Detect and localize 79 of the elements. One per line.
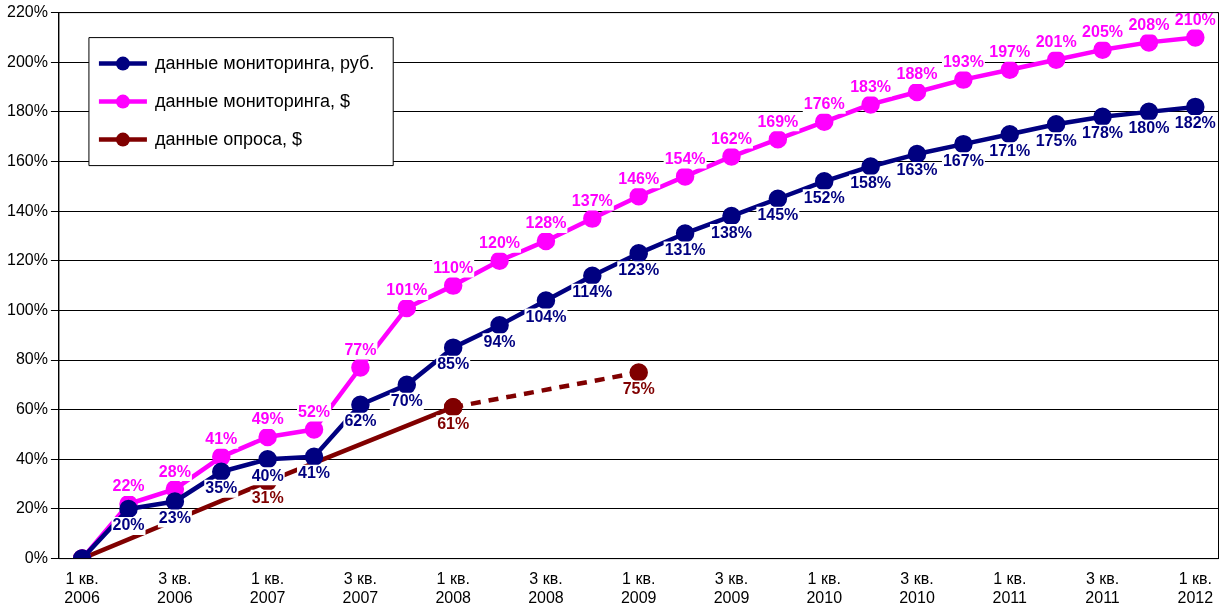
data-label: 183% <box>850 77 892 95</box>
y-tick-label: 120% <box>7 251 48 269</box>
data-label: 128% <box>525 214 567 232</box>
y-tick-label: 180% <box>7 102 48 120</box>
data-label: 131% <box>664 240 706 258</box>
data-label: 145% <box>757 206 799 224</box>
data-label: 197% <box>989 43 1031 61</box>
data-label: 178% <box>1082 124 1123 142</box>
data-label: 201% <box>1035 33 1077 51</box>
data-label: 62% <box>344 412 377 430</box>
data-label: 61% <box>437 414 470 432</box>
x-tick-label: 3 кв. 2011 <box>1085 569 1120 606</box>
data-label: 114% <box>572 283 613 301</box>
data-label: 193% <box>942 53 984 71</box>
data-label: 123% <box>618 260 660 278</box>
data-label: 154% <box>664 149 706 167</box>
data-label: 175% <box>1035 131 1077 149</box>
data-label: 188% <box>896 65 938 83</box>
data-label: 31% <box>251 489 284 507</box>
data-label: 40% <box>251 466 284 484</box>
y-tick-label: 220% <box>7 3 48 21</box>
data-label: 176% <box>803 95 845 113</box>
x-tick-label: 3 кв. 2009 <box>713 569 750 606</box>
data-label: 138% <box>711 223 752 241</box>
data-label: 120% <box>479 234 521 252</box>
data-label: 75% <box>622 379 655 397</box>
x-tick-label: 3 кв. 2006 <box>157 569 193 606</box>
y-tick-label: 80% <box>15 350 48 368</box>
x-tick-label: 1 кв. 2009 <box>620 569 657 606</box>
data-label: 158% <box>850 173 892 191</box>
data-label: 171% <box>989 141 1031 159</box>
data-label: 163% <box>896 161 938 179</box>
data-label: 180% <box>1128 119 1170 137</box>
data-label: 41% <box>298 464 331 482</box>
y-tick-label: 140% <box>7 201 48 219</box>
data-label: 137% <box>571 192 613 209</box>
data-label: 205% <box>1082 23 1123 41</box>
data-label: 110% <box>433 259 474 277</box>
legend-label: данные опроса, $ <box>154 128 303 149</box>
x-tick-label: 1 кв. 2006 <box>64 569 101 606</box>
legend-label: данные мониторинга, руб. <box>154 52 375 73</box>
data-label: 152% <box>803 188 845 206</box>
x-tick-label: 1 кв. 2008 <box>435 569 472 606</box>
data-label: 20% <box>112 516 145 534</box>
y-tick-label: 160% <box>7 151 48 169</box>
data-label: 167% <box>942 151 984 169</box>
data-label: 162% <box>711 129 752 147</box>
data-label: 182% <box>1174 114 1216 132</box>
y-tick-label: 40% <box>15 449 48 467</box>
data-label: 70% <box>390 392 423 410</box>
y-tick-label: 0% <box>24 549 48 567</box>
data-label: 94% <box>483 332 516 350</box>
y-tick-label: 200% <box>7 52 48 70</box>
x-tick-label: 1 кв. 2012 <box>1177 569 1214 606</box>
x-tick-label: 3 кв. 2010 <box>899 569 935 606</box>
data-label: 23% <box>158 508 191 526</box>
y-tick-label: 60% <box>15 400 48 418</box>
y-tick-label: 20% <box>15 499 48 517</box>
data-label: 49% <box>251 410 284 428</box>
data-label: 77% <box>344 340 377 358</box>
data-label: 101% <box>386 281 428 299</box>
x-tick-label: 3 кв. 2008 <box>528 569 564 606</box>
legend-label: данные мониторинга, $ <box>154 90 350 111</box>
data-label: 52% <box>298 402 331 420</box>
y-tick-label: 100% <box>7 300 48 318</box>
data-label: 210% <box>1174 10 1216 28</box>
x-tick-label: 1 кв. 2011 <box>992 569 1028 606</box>
x-tick-label: 1 кв. 2007 <box>249 569 286 606</box>
data-label: 169% <box>757 112 799 130</box>
data-label: 22% <box>112 477 145 495</box>
x-tick-label: 3 кв. 2007 <box>342 569 379 606</box>
data-label: 85% <box>437 355 470 373</box>
data-label: 41% <box>205 430 238 448</box>
data-label: 104% <box>525 307 567 325</box>
data-label: 35% <box>205 479 238 497</box>
data-label: 28% <box>158 462 191 480</box>
data-label: 146% <box>618 169 660 187</box>
data-label: 208% <box>1128 15 1170 33</box>
x-tick-label: 1 кв. 2010 <box>806 569 843 606</box>
